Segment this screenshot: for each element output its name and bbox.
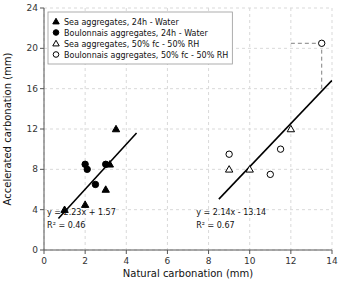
point bbox=[102, 186, 109, 192]
grid-line-y bbox=[44, 250, 332, 251]
x-tick-label: 14 bbox=[326, 256, 338, 266]
point bbox=[112, 125, 119, 131]
grid bbox=[44, 8, 332, 250]
x-tick bbox=[290, 250, 291, 254]
x-axis-line bbox=[44, 250, 332, 251]
point bbox=[277, 146, 283, 152]
points bbox=[61, 40, 325, 212]
point bbox=[103, 161, 109, 167]
y-tick-label: 0 bbox=[32, 245, 38, 255]
reference-line bbox=[321, 43, 322, 88]
x-tick bbox=[208, 250, 209, 254]
annotation: y = 2.14x - 13.14 bbox=[196, 208, 266, 217]
legend: Sea aggregates, 24h - Water Boulonnais ag… bbox=[48, 12, 232, 64]
x-axis-label: Natural carbonation (mm) bbox=[123, 268, 253, 279]
point bbox=[84, 166, 90, 172]
y-tick bbox=[40, 169, 44, 170]
legend-marker bbox=[53, 40, 59, 46]
point bbox=[92, 181, 98, 187]
x-tick bbox=[85, 250, 86, 254]
annotation: y = 2.23x + 1.57 bbox=[47, 208, 116, 217]
grid-line-y bbox=[44, 88, 332, 89]
lines bbox=[58, 43, 332, 218]
y-tick-label: 16 bbox=[27, 84, 39, 94]
reference-line bbox=[291, 43, 322, 44]
legend-marker bbox=[53, 30, 59, 36]
point bbox=[267, 171, 273, 177]
legend-frame bbox=[48, 12, 232, 64]
y-tick bbox=[40, 48, 44, 49]
point bbox=[287, 125, 294, 131]
regression-line bbox=[219, 80, 332, 199]
x-tick-label: 8 bbox=[206, 256, 212, 266]
x-tick-label: 12 bbox=[285, 256, 296, 266]
x-tick bbox=[249, 250, 250, 254]
x-tick bbox=[126, 250, 127, 254]
y-tick-label: 20 bbox=[27, 43, 39, 53]
x-tick-label: 6 bbox=[165, 256, 171, 266]
annotations: y = 2.23x + 1.57 R² = 0.46 y = 2.14x - 13.… bbox=[47, 208, 266, 230]
annotation: R² = 0.67 bbox=[196, 221, 234, 230]
legend-label: Boulonnais aggregates, 50% fc - 50% RH bbox=[64, 51, 228, 60]
legend-label: Boulonnais aggregates, 24h - Water bbox=[64, 29, 209, 38]
grid-line-y bbox=[44, 8, 332, 9]
point bbox=[225, 166, 232, 172]
point bbox=[246, 166, 253, 172]
y-tick bbox=[40, 88, 44, 89]
plot-data bbox=[58, 40, 332, 218]
x-tick bbox=[167, 250, 168, 254]
point bbox=[226, 151, 232, 157]
y-tick-label: 24 bbox=[27, 3, 39, 13]
x-tick-label: 2 bbox=[82, 256, 88, 266]
x-tick bbox=[44, 250, 45, 254]
y-tick bbox=[40, 8, 44, 9]
x-tick-label: 4 bbox=[123, 256, 129, 266]
y-tick bbox=[40, 129, 44, 130]
point bbox=[319, 40, 325, 46]
legend-label: Sea aggregates, 24h - Water bbox=[64, 18, 179, 27]
y-tick bbox=[40, 250, 44, 251]
y-axis-label: Accelerated carbonation (mm) bbox=[2, 52, 13, 205]
axes: 0246810121404812162024 bbox=[27, 3, 338, 266]
y-tick-label: 8 bbox=[32, 164, 38, 174]
x-tick bbox=[332, 250, 333, 254]
point bbox=[81, 201, 88, 207]
legend-marker bbox=[53, 52, 59, 58]
y-tick-label: 4 bbox=[32, 205, 38, 215]
annotation: R² = 0.46 bbox=[47, 221, 85, 230]
chart: 0246810121404812162024Natural carbonatio… bbox=[0, 0, 342, 282]
regression-line bbox=[58, 133, 136, 218]
legend-marker bbox=[53, 18, 59, 24]
y-tick-label: 12 bbox=[27, 124, 38, 134]
x-tick-label: 10 bbox=[244, 256, 256, 266]
legend-label: Sea aggregates, 50% fc - 50% RH bbox=[64, 40, 199, 49]
y-tick bbox=[40, 209, 44, 210]
x-tick-label: 0 bbox=[41, 256, 47, 266]
